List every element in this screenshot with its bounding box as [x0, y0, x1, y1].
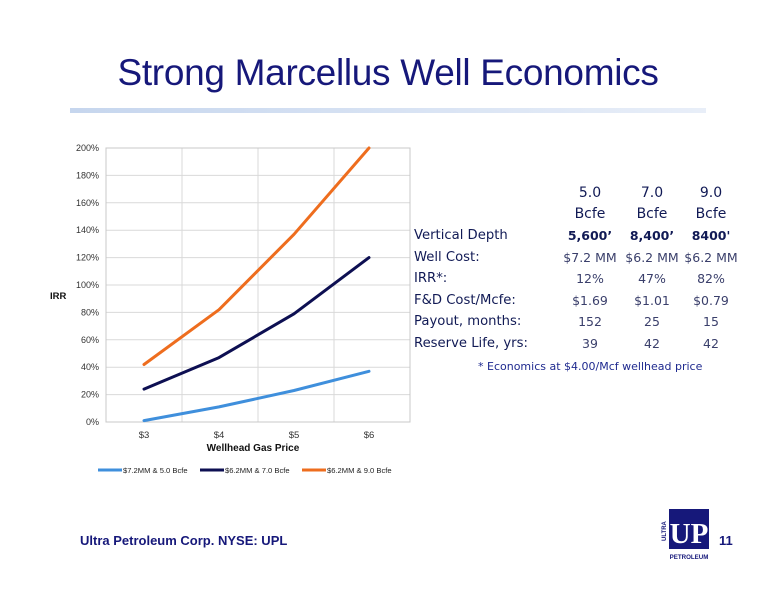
- legend-label: $7.2MM & 5.0 Bcfe: [123, 466, 188, 475]
- y-tick-label: 0%: [86, 417, 99, 427]
- row-label: Vertical Depth: [414, 228, 508, 244]
- y-tick-labels: 0% 20% 40% 60% 80% 100% 120% 140% 160% 180% 200%: [76, 143, 99, 427]
- table-row: Vertical Depth 5,600’ 8,400’ 8400': [414, 225, 738, 247]
- x-tick-label: $4: [214, 430, 225, 441]
- table-header-row: 5.0 7.0 9.0: [414, 182, 738, 204]
- series-line: [142, 146, 371, 366]
- row-value: $7.2 MM: [563, 249, 617, 265]
- x-tick-label: $3: [139, 430, 150, 441]
- series-line: [142, 369, 371, 423]
- row-value: 12%: [576, 271, 604, 287]
- x-tick-label: $6: [364, 430, 375, 441]
- row-value: 152: [578, 314, 602, 330]
- company-footer: Ultra Petroleum Corp. NYSE: UPL: [80, 533, 288, 548]
- y-tick-label: 20%: [81, 390, 99, 400]
- row-value: 8400': [691, 228, 731, 244]
- table-column-header: 9.0: [699, 184, 723, 201]
- y-tick-label: 120%: [76, 253, 99, 263]
- row-value: 25: [644, 314, 660, 330]
- y-tick-label: 40%: [81, 362, 99, 372]
- table-column-header: 7.0: [640, 184, 664, 201]
- row-value: $1.01: [634, 292, 670, 308]
- table-column-header: Bcfe: [574, 206, 606, 223]
- x-tick-labels: $3 $4 $5 $6: [139, 430, 375, 441]
- plot-frame: [105, 147, 411, 423]
- row-value: 82%: [697, 271, 725, 287]
- row-value: 15: [703, 314, 719, 330]
- table-row: F&D Cost/Mcfe: $1.69 $1.01 $0.79: [414, 290, 738, 312]
- row-value: 8,400’: [629, 228, 675, 244]
- row-value: $6.2 MM: [625, 249, 679, 265]
- row-label: Reserve Life, yrs:: [414, 335, 528, 351]
- row-value: $0.79: [693, 292, 729, 308]
- row-value: 39: [582, 335, 598, 351]
- y-tick-label: 160%: [76, 198, 99, 208]
- chart-legend: $7.2MM & 5.0 Bcfe $6.2MM & 7.0 Bcfe $6.2MM…: [98, 466, 392, 475]
- row-value: 5,600’: [567, 228, 613, 244]
- table-header-blank: [414, 182, 560, 204]
- row-value: 47%: [638, 271, 666, 287]
- x-axis-label: Wellhead Gas Price: [207, 443, 300, 454]
- irr-line-chart: 0% 20% 40% 60% 80% 100% 120% 140% 160% 180% 200% $…: [50, 143, 411, 475]
- y-tick-label: 180%: [76, 170, 99, 180]
- y-tick-label: 60%: [81, 335, 99, 345]
- logo-top-text: ULTRA: [662, 520, 668, 541]
- y-tick-label: 80%: [81, 307, 99, 317]
- table-header-blank: [414, 204, 560, 226]
- row-value: 42: [703, 335, 719, 351]
- x-tick-label: $5: [289, 430, 300, 441]
- y-tick-label: 100%: [76, 280, 99, 290]
- row-value: 42: [644, 335, 660, 351]
- ultra-petroleum-logo: ULTRA UP PETROLEUM: [662, 509, 709, 561]
- row-value: $1.69: [572, 292, 608, 308]
- table-row: Payout, months: 152 25 15: [414, 311, 738, 333]
- series-line: [142, 256, 371, 391]
- title-underline: [70, 108, 706, 113]
- economics-footnote: * Economics at $4.00/Mcf wellhead price: [478, 360, 703, 373]
- table-row: Reserve Life, yrs: 39 42 42: [414, 333, 738, 355]
- row-label: Well Cost:: [414, 249, 480, 265]
- row-label: F&D Cost/Mcfe:: [414, 292, 516, 308]
- table-column-header: Bcfe: [636, 206, 668, 223]
- table-header-row: Bcfe Bcfe Bcfe: [414, 204, 738, 226]
- legend-label: $6.2MM & 7.0 Bcfe: [225, 466, 290, 475]
- series-lines: [142, 146, 371, 423]
- y-axis-label: IRR: [50, 291, 67, 302]
- row-label: Payout, months:: [414, 314, 522, 330]
- y-tick-label: 140%: [76, 225, 99, 235]
- table-column-header: 5.0: [578, 184, 602, 201]
- row-label: IRR*:: [414, 271, 448, 287]
- logo-monogram: UP: [670, 518, 709, 550]
- table-column-header: Bcfe: [695, 206, 727, 223]
- row-value: $6.2 MM: [684, 249, 738, 265]
- y-tick-label: 200%: [76, 143, 99, 153]
- legend-label: $6.2MM & 9.0 Bcfe: [327, 466, 392, 475]
- well-economics-table: 5.0 7.0 9.0 Bcfe Bcfe Bcfe Vertical Depth 5,600…: [414, 182, 738, 354]
- page-number: 11: [719, 533, 733, 548]
- table-row: IRR*: 12% 47% 82%: [414, 268, 738, 290]
- slide-title: Strong Marcellus Well Economics: [117, 52, 659, 93]
- gridlines: [105, 147, 411, 423]
- table-row: Well Cost: $7.2 MM $6.2 MM $6.2 MM: [414, 247, 738, 269]
- logo-bottom-text: PETROLEUM: [670, 554, 709, 561]
